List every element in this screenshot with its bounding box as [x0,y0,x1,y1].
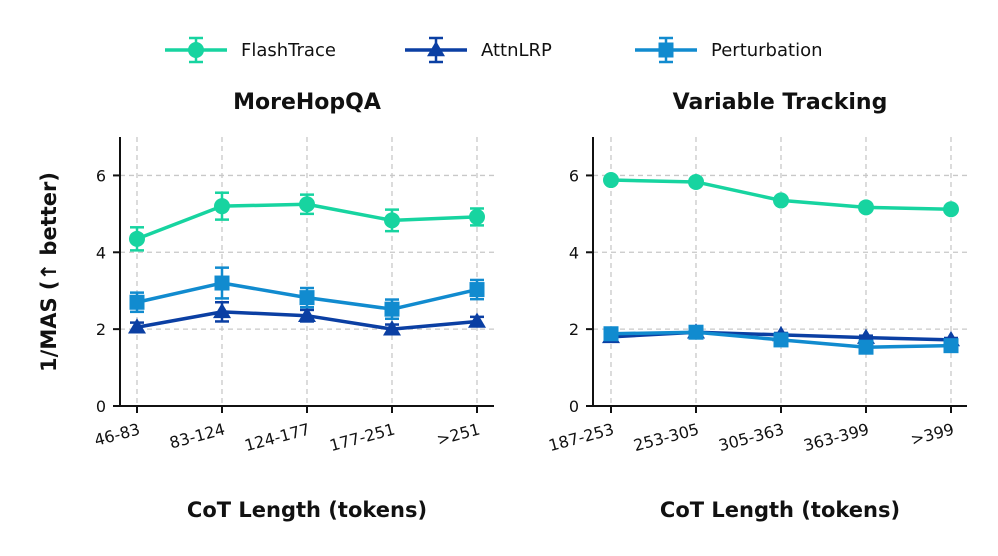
legend-marker-perturbation [658,42,674,58]
data-point [299,196,315,213]
panel-title: Variable Tracking [673,90,888,115]
legend: FlashTrace AttnLRP Perturbation [165,36,823,64]
y-tick-label: 0 [96,397,106,416]
data-point [603,326,619,342]
series-perturbation [603,324,959,355]
panel-title: MoreHopQA [233,90,381,115]
data-point [603,172,619,189]
grid [593,137,967,406]
y-tick-label: 6 [96,166,106,185]
data-point [213,302,231,319]
grid [120,137,494,406]
legend-label-flashtrace: FlashTrace [241,40,336,61]
x-tick-label: >399 [909,420,956,450]
data-point [129,230,145,247]
data-point [299,290,315,306]
legend-entry-flashtrace: FlashTrace [165,36,336,64]
data-point [943,201,959,218]
y-tick-label: 4 [569,243,579,262]
data-point [773,332,789,348]
data-point [468,312,486,328]
x-tick-label: 83-124 [167,420,227,453]
series-attnlrp [128,300,486,336]
y-axis-label: 1/MAS (↑ better) [37,172,61,372]
panel-variable-tracking: 0 2 4 6 187-253 253-305 305-363 363-399 >399 Vari… [547,90,967,522]
x-tick-label: >251 [435,420,482,450]
y-tick-label: 0 [569,397,579,416]
data-point [773,192,789,209]
data-point [688,324,704,340]
data-point [469,208,485,225]
data-point [298,306,316,322]
legend-label-perturbation: Perturbation [711,40,823,61]
x-axis-label: CoT Length (tokens) [660,498,900,522]
series-perturbation [129,266,485,321]
data-point [858,339,874,355]
legend-entry-perturbation: Perturbation [635,36,823,64]
data-point [128,318,146,334]
x-tick-label: 177-251 [328,420,397,456]
series-flashtrace [603,172,959,218]
x-tick-label: 124-177 [243,420,312,456]
data-point [384,301,400,317]
series-flashtrace [129,191,485,252]
legend-entry-attnlrp: AttnLRP [405,36,552,64]
panel-morehopqa: 0 2 4 6 46-83 83-124 124-177 177-251 >251 MoreHop… [92,90,494,522]
x-tick-label: 46-83 [92,420,142,450]
data-point [943,338,959,354]
data-point [383,320,401,336]
x-tick-label: 253-305 [632,420,701,456]
y-tick-label: 2 [96,320,106,339]
data-point [858,199,874,216]
legend-marker-attnlrp [427,41,445,57]
y-tick-label: 4 [96,243,106,262]
y-tick-label: 2 [569,320,579,339]
x-tick-label: 305-363 [717,420,786,456]
data-point [129,294,145,310]
x-axis-label: CoT Length (tokens) [187,498,427,522]
data-point [688,173,704,190]
legend-marker-flashtrace [188,42,204,58]
data-point [469,282,485,298]
x-tick-label: 187-253 [547,420,616,456]
y-tick-label: 6 [569,166,579,185]
x-tick-label: 363-399 [802,420,871,456]
legend-label-attnlrp: AttnLRP [481,40,552,61]
data-point [214,198,230,215]
data-point [214,275,230,291]
data-point [384,212,400,229]
